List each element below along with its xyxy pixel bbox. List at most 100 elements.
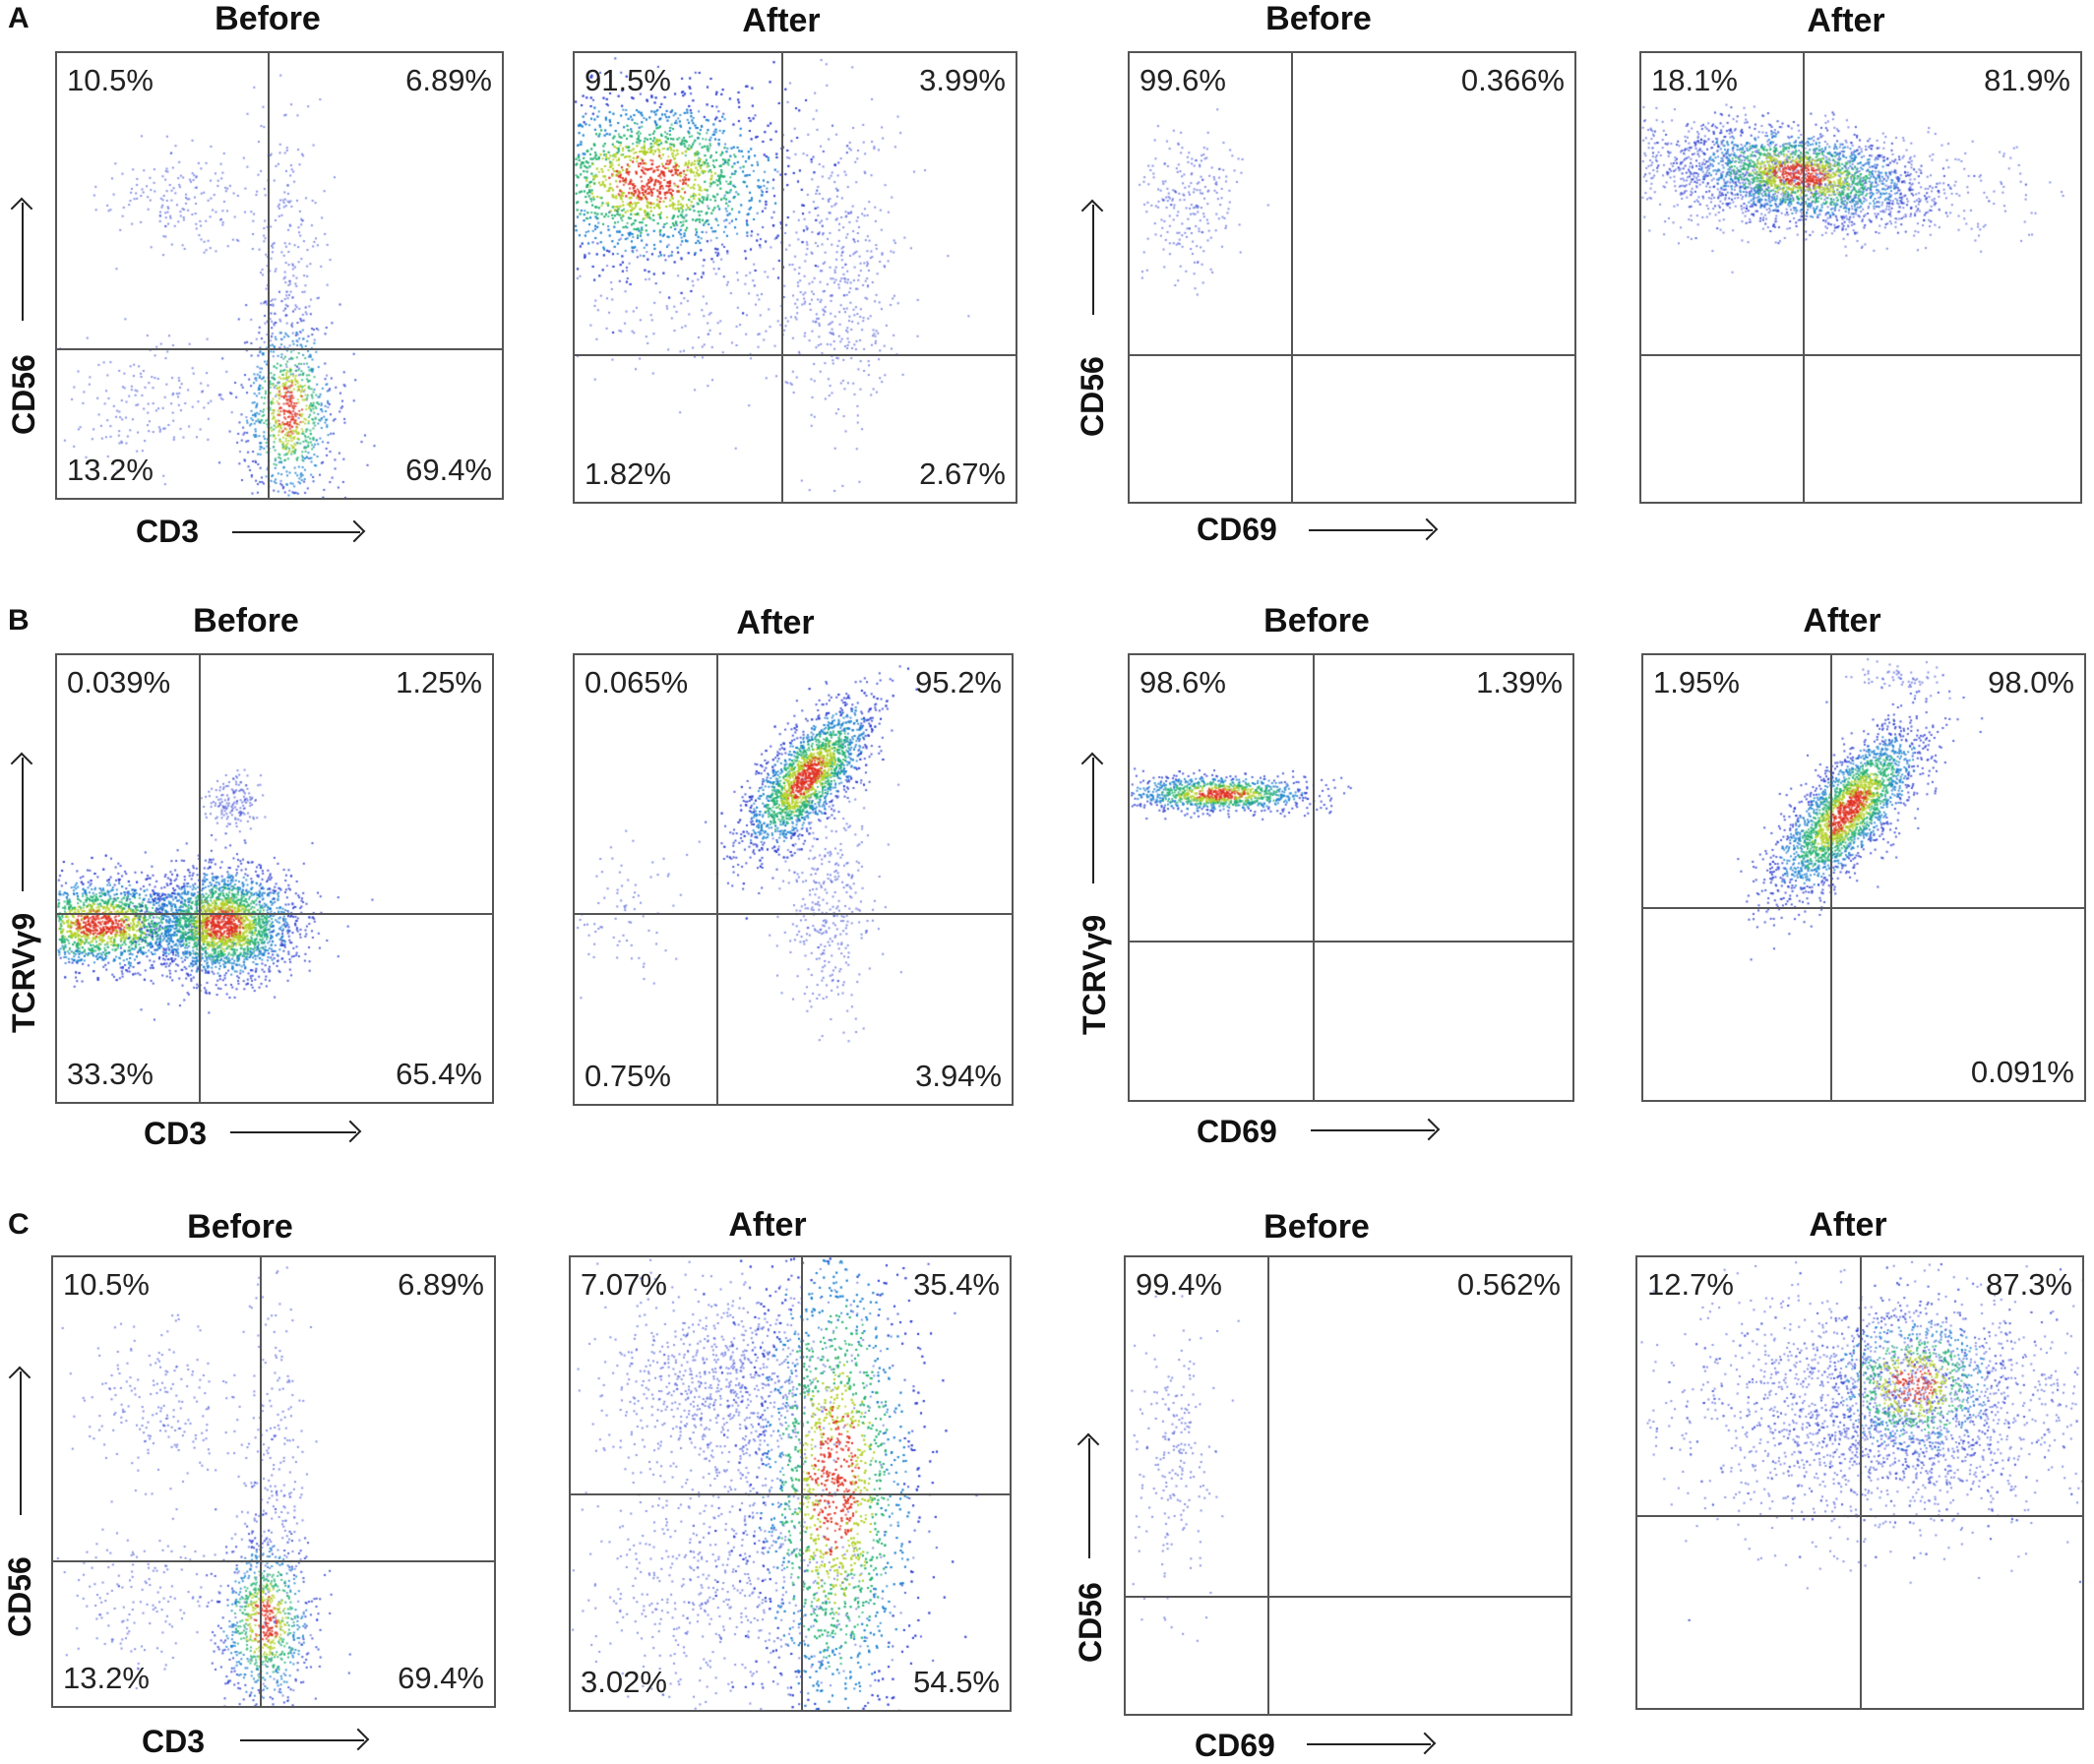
gate-vertical	[1313, 655, 1315, 1100]
gate-horizontal	[53, 1560, 494, 1562]
quadrant-ll-percent: 33.3%	[67, 1057, 154, 1091]
quadrant-ul-percent: 99.6%	[1139, 63, 1226, 97]
x-axis-label: CD3	[142, 1724, 206, 1759]
gate-horizontal	[575, 913, 1012, 915]
panel-title: Before	[1263, 602, 1370, 639]
quadrant-ur-percent: 98.0%	[1988, 665, 2074, 700]
gate-vertical	[1830, 655, 1832, 1100]
gate-horizontal	[57, 348, 502, 350]
gate-vertical	[716, 655, 718, 1104]
flow-plot-c4: 12.7% 87.3%	[1635, 1255, 2084, 1710]
quadrant-ul-percent: 12.7%	[1647, 1267, 1734, 1302]
gate-horizontal	[1130, 354, 1574, 356]
panel-title: After	[1803, 602, 1881, 639]
density-scatter	[1130, 53, 1574, 502]
flow-plot-b1: 0.039% 1.25% 33.3% 65.4%	[55, 653, 494, 1104]
quadrant-lr-percent: 65.4%	[396, 1057, 482, 1091]
quadrant-ur-percent: 6.89%	[405, 63, 492, 97]
y-axis-arrow	[1092, 758, 1094, 883]
density-scatter	[1643, 655, 2084, 1100]
gate-horizontal	[575, 354, 1016, 356]
y-axis-arrow	[20, 1371, 22, 1515]
row-label-c: C	[8, 1208, 30, 1241]
flow-plot-b4: 1.95% 98.0% 0.091%	[1641, 653, 2086, 1102]
x-axis-arrow	[1307, 1743, 1431, 1745]
panel-title: Before	[193, 602, 299, 639]
gate-horizontal	[1130, 941, 1572, 943]
gate-vertical	[199, 655, 201, 1102]
gate-vertical	[1860, 1257, 1862, 1708]
quadrant-ll-percent: 0.75%	[585, 1059, 671, 1093]
quadrant-ll-percent: 13.2%	[63, 1661, 150, 1695]
flow-plot-a2: 91.5% 3.99% 1.82% 2.67%	[573, 51, 1017, 504]
x-axis-arrow	[240, 1739, 364, 1741]
quadrant-ur-percent: 0.562%	[1456, 1267, 1561, 1302]
panel-title: After	[742, 2, 821, 39]
flow-plot-a4: 18.1% 81.9%	[1639, 51, 2082, 504]
y-axis-arrow	[1092, 205, 1094, 315]
quadrant-ll-percent: 3.02%	[581, 1665, 667, 1699]
quadrant-ul-percent: 91.5%	[585, 63, 671, 97]
quadrant-lr-percent: 0.091%	[1970, 1055, 2074, 1089]
row-label-b: B	[8, 604, 30, 637]
quadrant-ll-percent: 1.82%	[585, 456, 671, 491]
quadrant-ul-percent: 18.1%	[1651, 63, 1738, 97]
y-axis-arrow	[22, 203, 24, 321]
quadrant-ul-percent: 99.4%	[1136, 1267, 1222, 1302]
quadrant-ur-percent: 87.3%	[1986, 1267, 2072, 1302]
panel-title: After	[728, 1206, 807, 1244]
flow-plot-a3: 99.6% 0.366%	[1128, 51, 1576, 504]
panel-title: Before	[187, 1208, 293, 1246]
quadrant-ur-percent: 81.9%	[1984, 63, 2070, 97]
panel-title: Before	[215, 0, 321, 37]
gate-vertical	[801, 1257, 803, 1710]
flow-plot-b3: 98.6% 1.39%	[1128, 653, 1574, 1102]
density-scatter	[1130, 655, 1572, 1100]
gate-vertical	[260, 1257, 262, 1706]
gate-vertical	[268, 53, 270, 498]
quadrant-ur-percent: 35.4%	[913, 1267, 1000, 1302]
quadrant-ul-percent: 7.07%	[581, 1267, 667, 1302]
gate-vertical	[1291, 53, 1293, 502]
x-axis-label: CD69	[1197, 1114, 1277, 1149]
x-axis-arrow	[230, 1131, 356, 1133]
density-scatter	[1126, 1257, 1570, 1714]
quadrant-ul-percent: 0.065%	[585, 665, 689, 700]
gate-vertical	[1267, 1257, 1269, 1714]
gate-horizontal	[1637, 1515, 2082, 1517]
y-axis-arrow	[22, 758, 24, 891]
gate-horizontal	[1641, 354, 2080, 356]
gate-vertical	[781, 53, 783, 502]
quadrant-lr-percent: 3.94%	[915, 1059, 1002, 1093]
quadrant-ur-percent: 6.89%	[398, 1267, 484, 1302]
quadrant-lr-percent: 69.4%	[398, 1661, 484, 1695]
quadrant-ul-percent: 0.039%	[67, 665, 171, 700]
quadrant-lr-percent: 2.67%	[919, 456, 1006, 491]
x-axis-label: CD3	[136, 514, 200, 549]
panel-title: After	[1809, 1206, 1887, 1244]
flow-plot-b2: 0.065% 95.2% 0.75% 3.94%	[573, 653, 1014, 1106]
density-scatter	[571, 1257, 1010, 1710]
gate-vertical	[1803, 53, 1805, 502]
quadrant-ul-percent: 10.5%	[67, 63, 154, 97]
x-axis-arrow	[232, 531, 360, 533]
quadrant-ul-percent: 98.6%	[1139, 665, 1226, 700]
flow-plot-c1: 10.5% 6.89% 13.2% 69.4%	[51, 1255, 496, 1708]
y-axis-label: CD56	[6, 354, 41, 435]
x-axis-label: CD69	[1197, 512, 1277, 547]
quadrant-ul-percent: 10.5%	[63, 1267, 150, 1302]
density-scatter	[53, 1257, 494, 1706]
density-scatter	[57, 53, 502, 498]
quadrant-lr-percent: 54.5%	[913, 1665, 1000, 1699]
density-scatter	[575, 655, 1012, 1104]
x-axis-label: CD69	[1195, 1728, 1275, 1763]
y-axis-label: TCRVγ9	[1077, 914, 1112, 1035]
flow-plot-c2: 7.07% 35.4% 3.02% 54.5%	[569, 1255, 1012, 1712]
x-axis-arrow	[1311, 1129, 1435, 1131]
y-axis-arrow	[1088, 1438, 1090, 1558]
gate-horizontal	[1126, 1596, 1570, 1598]
quadrant-lr-percent: 69.4%	[405, 453, 492, 487]
x-axis-arrow	[1309, 529, 1433, 531]
panel-title: After	[1807, 2, 1885, 39]
density-scatter	[575, 53, 1016, 502]
